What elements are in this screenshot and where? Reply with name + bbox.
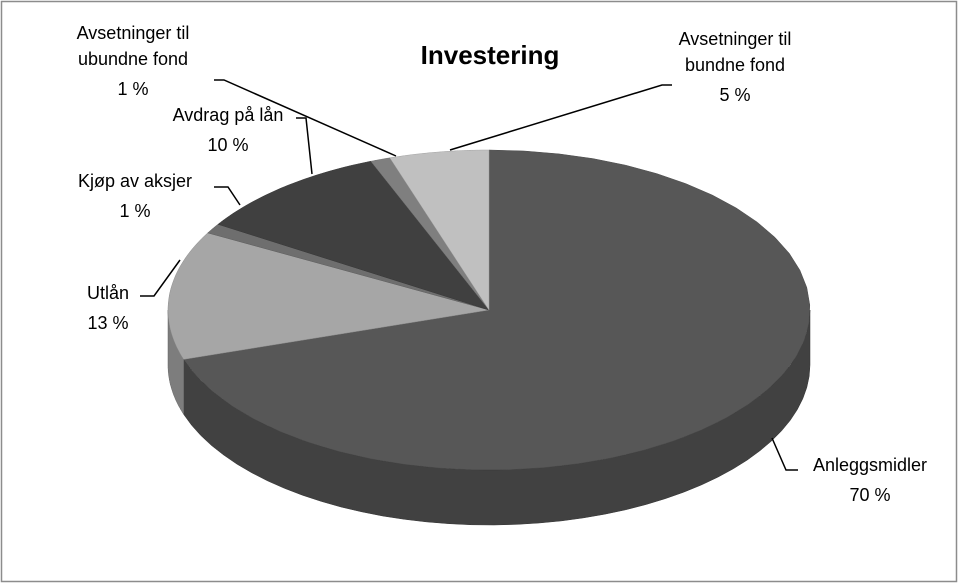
slice-value-label: 70 %: [849, 485, 891, 505]
pie-slice: [217, 160, 490, 311]
slice-value-label: 13 %: [87, 313, 129, 333]
slice-value-label: 10 %: [207, 135, 249, 155]
pie-slice: [389, 149, 490, 311]
slice-value-label: 1 %: [117, 79, 149, 99]
chart-title: Investering: [420, 40, 560, 70]
leader-line: [214, 186, 241, 206]
leader-line: [449, 84, 672, 151]
leader-line: [296, 117, 313, 175]
slice-label: Kjøp av aksjer: [77, 171, 193, 191]
slice-label: Anleggsmidler: [812, 455, 928, 475]
leader-line: [771, 437, 798, 471]
slice-label: Avsetninger til ubundne fond: [76, 23, 190, 69]
slice-value-label: 1 %: [119, 201, 151, 221]
slice-label: Avsetninger til bundne fond: [678, 29, 792, 75]
slice-label: Utlån: [86, 283, 130, 303]
pie-slice: [183, 149, 811, 471]
slice-label: Avdrag på lån: [172, 105, 284, 125]
leader-line: [214, 79, 397, 157]
leader-line: [140, 259, 181, 297]
pie-slice: [207, 224, 490, 311]
pie-slice: [167, 232, 490, 360]
pie-slice: [370, 157, 490, 311]
slice-value-label: 5 %: [719, 85, 751, 105]
